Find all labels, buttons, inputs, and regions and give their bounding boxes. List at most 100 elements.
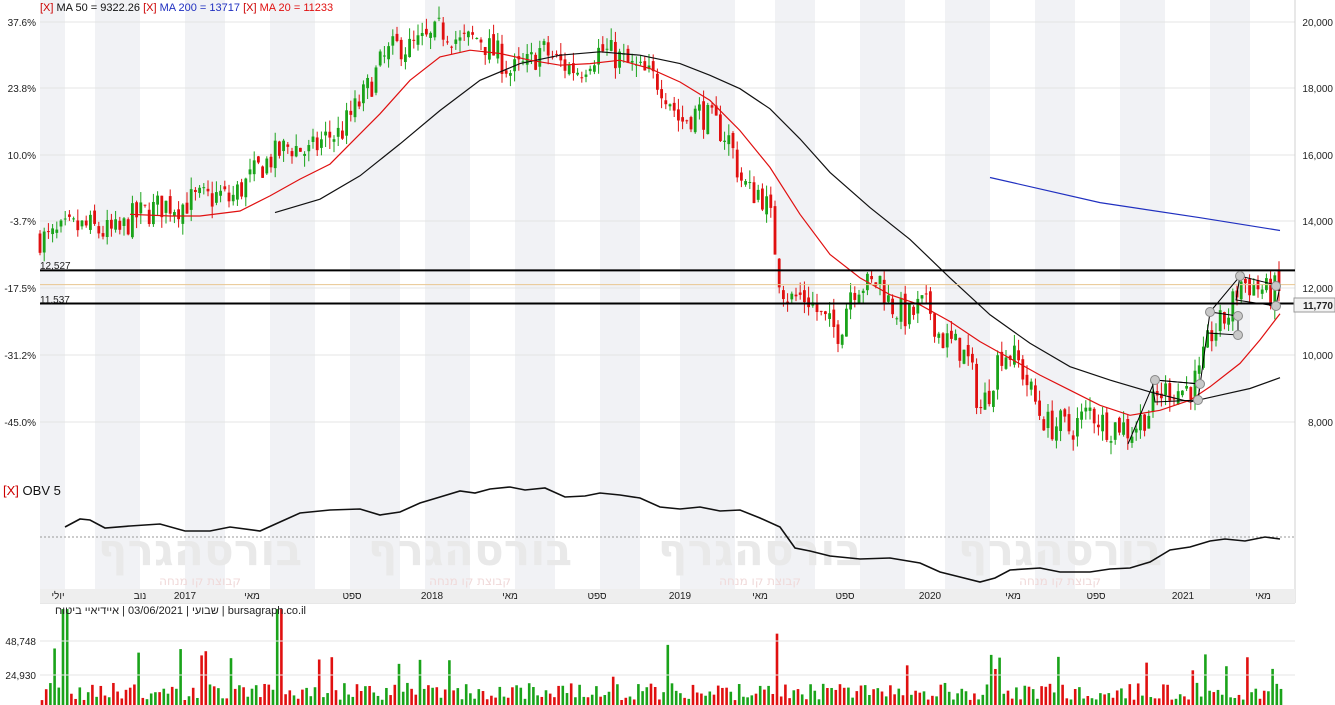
price-tick-label: 12,000 [1302, 284, 1333, 295]
volume-bar [1103, 694, 1106, 705]
candle-body [1176, 391, 1180, 405]
price-tick-label: 18,000 [1302, 84, 1333, 95]
candle-body [366, 77, 369, 89]
price-tick-label: 8,000 [1308, 418, 1333, 429]
volume-bar [506, 697, 510, 705]
price-tick-label: 20,000 [1302, 18, 1333, 29]
candle-body [1050, 410, 1054, 440]
volume-bar [1082, 698, 1085, 705]
volume-bar [998, 657, 1001, 705]
volume-bar [532, 687, 535, 705]
candle-body [1038, 400, 1041, 416]
candle-body [1067, 414, 1071, 432]
volume-bar [368, 685, 371, 705]
volume-bar [145, 699, 149, 705]
candle-body [143, 204, 147, 206]
volume-bar [410, 688, 413, 705]
volume-bar [981, 694, 985, 705]
volume-bar [107, 697, 111, 705]
pivot-marker [1271, 281, 1281, 291]
candle-body [252, 160, 256, 175]
candle-body [530, 52, 533, 55]
volume-bar [838, 684, 842, 705]
volume-bar [1094, 699, 1098, 705]
period-band [185, 0, 225, 603]
period-band [860, 0, 905, 603]
candle-body [1029, 381, 1033, 390]
volume-bar [931, 695, 934, 705]
volume-panel [40, 609, 1283, 705]
volume-bar [309, 696, 313, 705]
candle-body [773, 206, 777, 255]
candle-body [1227, 317, 1230, 325]
candle-body [1269, 278, 1272, 307]
candle-body [42, 231, 46, 253]
volume-bar [771, 693, 775, 705]
period-band [680, 0, 735, 603]
candle-body [769, 194, 773, 208]
volume-bar [317, 659, 321, 705]
volume-bar [204, 651, 208, 705]
volume-bar [1212, 692, 1216, 705]
volume-bar [683, 697, 686, 705]
candle-body [567, 64, 571, 75]
candle-body [664, 100, 668, 105]
volume-bar [863, 685, 867, 705]
candle-body [689, 117, 693, 130]
volume-bar [364, 686, 367, 705]
pivot-marker [1193, 395, 1203, 405]
volume-bar [1019, 699, 1022, 705]
volume-bar [86, 692, 90, 705]
volume-bar [1065, 698, 1069, 705]
candle-body [945, 333, 949, 348]
volume-bar [926, 699, 930, 705]
watermark-tagline: קבוצת קו מנחה [1019, 574, 1101, 588]
candle-body [895, 318, 899, 320]
volume-bar [225, 698, 229, 705]
candle-body [509, 73, 512, 76]
candle-body [341, 130, 344, 139]
candle-body [483, 46, 487, 56]
volume-bar [1010, 698, 1014, 705]
period-band [945, 0, 990, 603]
volume-bar [1275, 683, 1279, 705]
candle-body [987, 390, 991, 405]
volume-bar [1128, 684, 1132, 705]
volume-bar [574, 697, 577, 705]
volume-bar [1111, 697, 1115, 705]
candle-body [1214, 332, 1218, 341]
volume-bar [267, 684, 271, 705]
volume-bar [830, 687, 833, 705]
volume-bar [481, 691, 485, 705]
volume-bar [754, 693, 758, 705]
volume-bar [78, 687, 82, 705]
candle-body [290, 151, 294, 157]
candle-body [458, 37, 462, 41]
volume-bar [456, 688, 460, 705]
candle-body [227, 192, 231, 202]
candle-body [1164, 383, 1167, 396]
volume-bar [301, 689, 304, 705]
volume-bar [372, 692, 376, 705]
volume-bar [1166, 684, 1169, 705]
candle-body [937, 333, 941, 338]
candle-body [1130, 436, 1134, 443]
candle-body [609, 40, 613, 51]
candle-body [1172, 398, 1176, 400]
volume-bar [238, 685, 241, 705]
candle-body [479, 39, 483, 43]
candle-body [975, 363, 978, 408]
candle-body [1223, 312, 1226, 324]
candle-body [668, 104, 672, 107]
candle-body [786, 301, 789, 304]
time-tick-label: מאי [752, 591, 768, 602]
volume-bar [1090, 698, 1094, 705]
volume-bar [133, 684, 136, 705]
volume-bar [918, 692, 922, 705]
volume-bar [1145, 662, 1148, 705]
pivot-marker [1235, 271, 1245, 281]
level-lower-label: 11,537 [40, 295, 70, 306]
candle-body [395, 33, 399, 42]
volume-bar [1002, 693, 1006, 705]
volume-bar [620, 699, 623, 705]
